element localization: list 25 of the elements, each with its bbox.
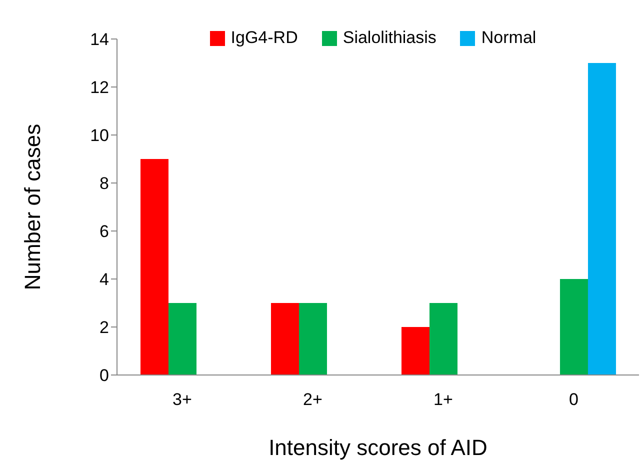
bar: [140, 159, 168, 375]
y-tick-label: 2: [100, 318, 109, 338]
bar: [168, 303, 196, 375]
bar: [429, 303, 458, 375]
y-axis-title: Number of cases: [20, 124, 45, 290]
bar: [298, 303, 327, 375]
legend-label: IgG4-RD: [230, 28, 298, 48]
x-tick-label: 0: [569, 390, 578, 410]
x-axis-title: Intensity scores of AID: [268, 435, 488, 460]
y-tick-label: 6: [100, 222, 109, 242]
x-tick-label: 1+: [434, 390, 454, 410]
y-tick-label: 0: [100, 366, 109, 386]
bar: [401, 327, 430, 375]
y-tick-label: 14: [90, 30, 109, 50]
legend-label: Normal: [481, 28, 536, 48]
bar: [588, 63, 616, 375]
x-tick-label: 3+: [172, 390, 192, 410]
y-tick-label: 8: [100, 174, 109, 194]
legend-label: Sialolithiasis: [342, 28, 436, 48]
y-tick-label: 10: [90, 126, 109, 146]
y-tick-label: 12: [90, 78, 109, 98]
y-tick-label: 4: [100, 270, 109, 290]
bar: [560, 279, 588, 375]
x-tick-label: 2+: [303, 390, 323, 410]
bar: [270, 303, 299, 375]
